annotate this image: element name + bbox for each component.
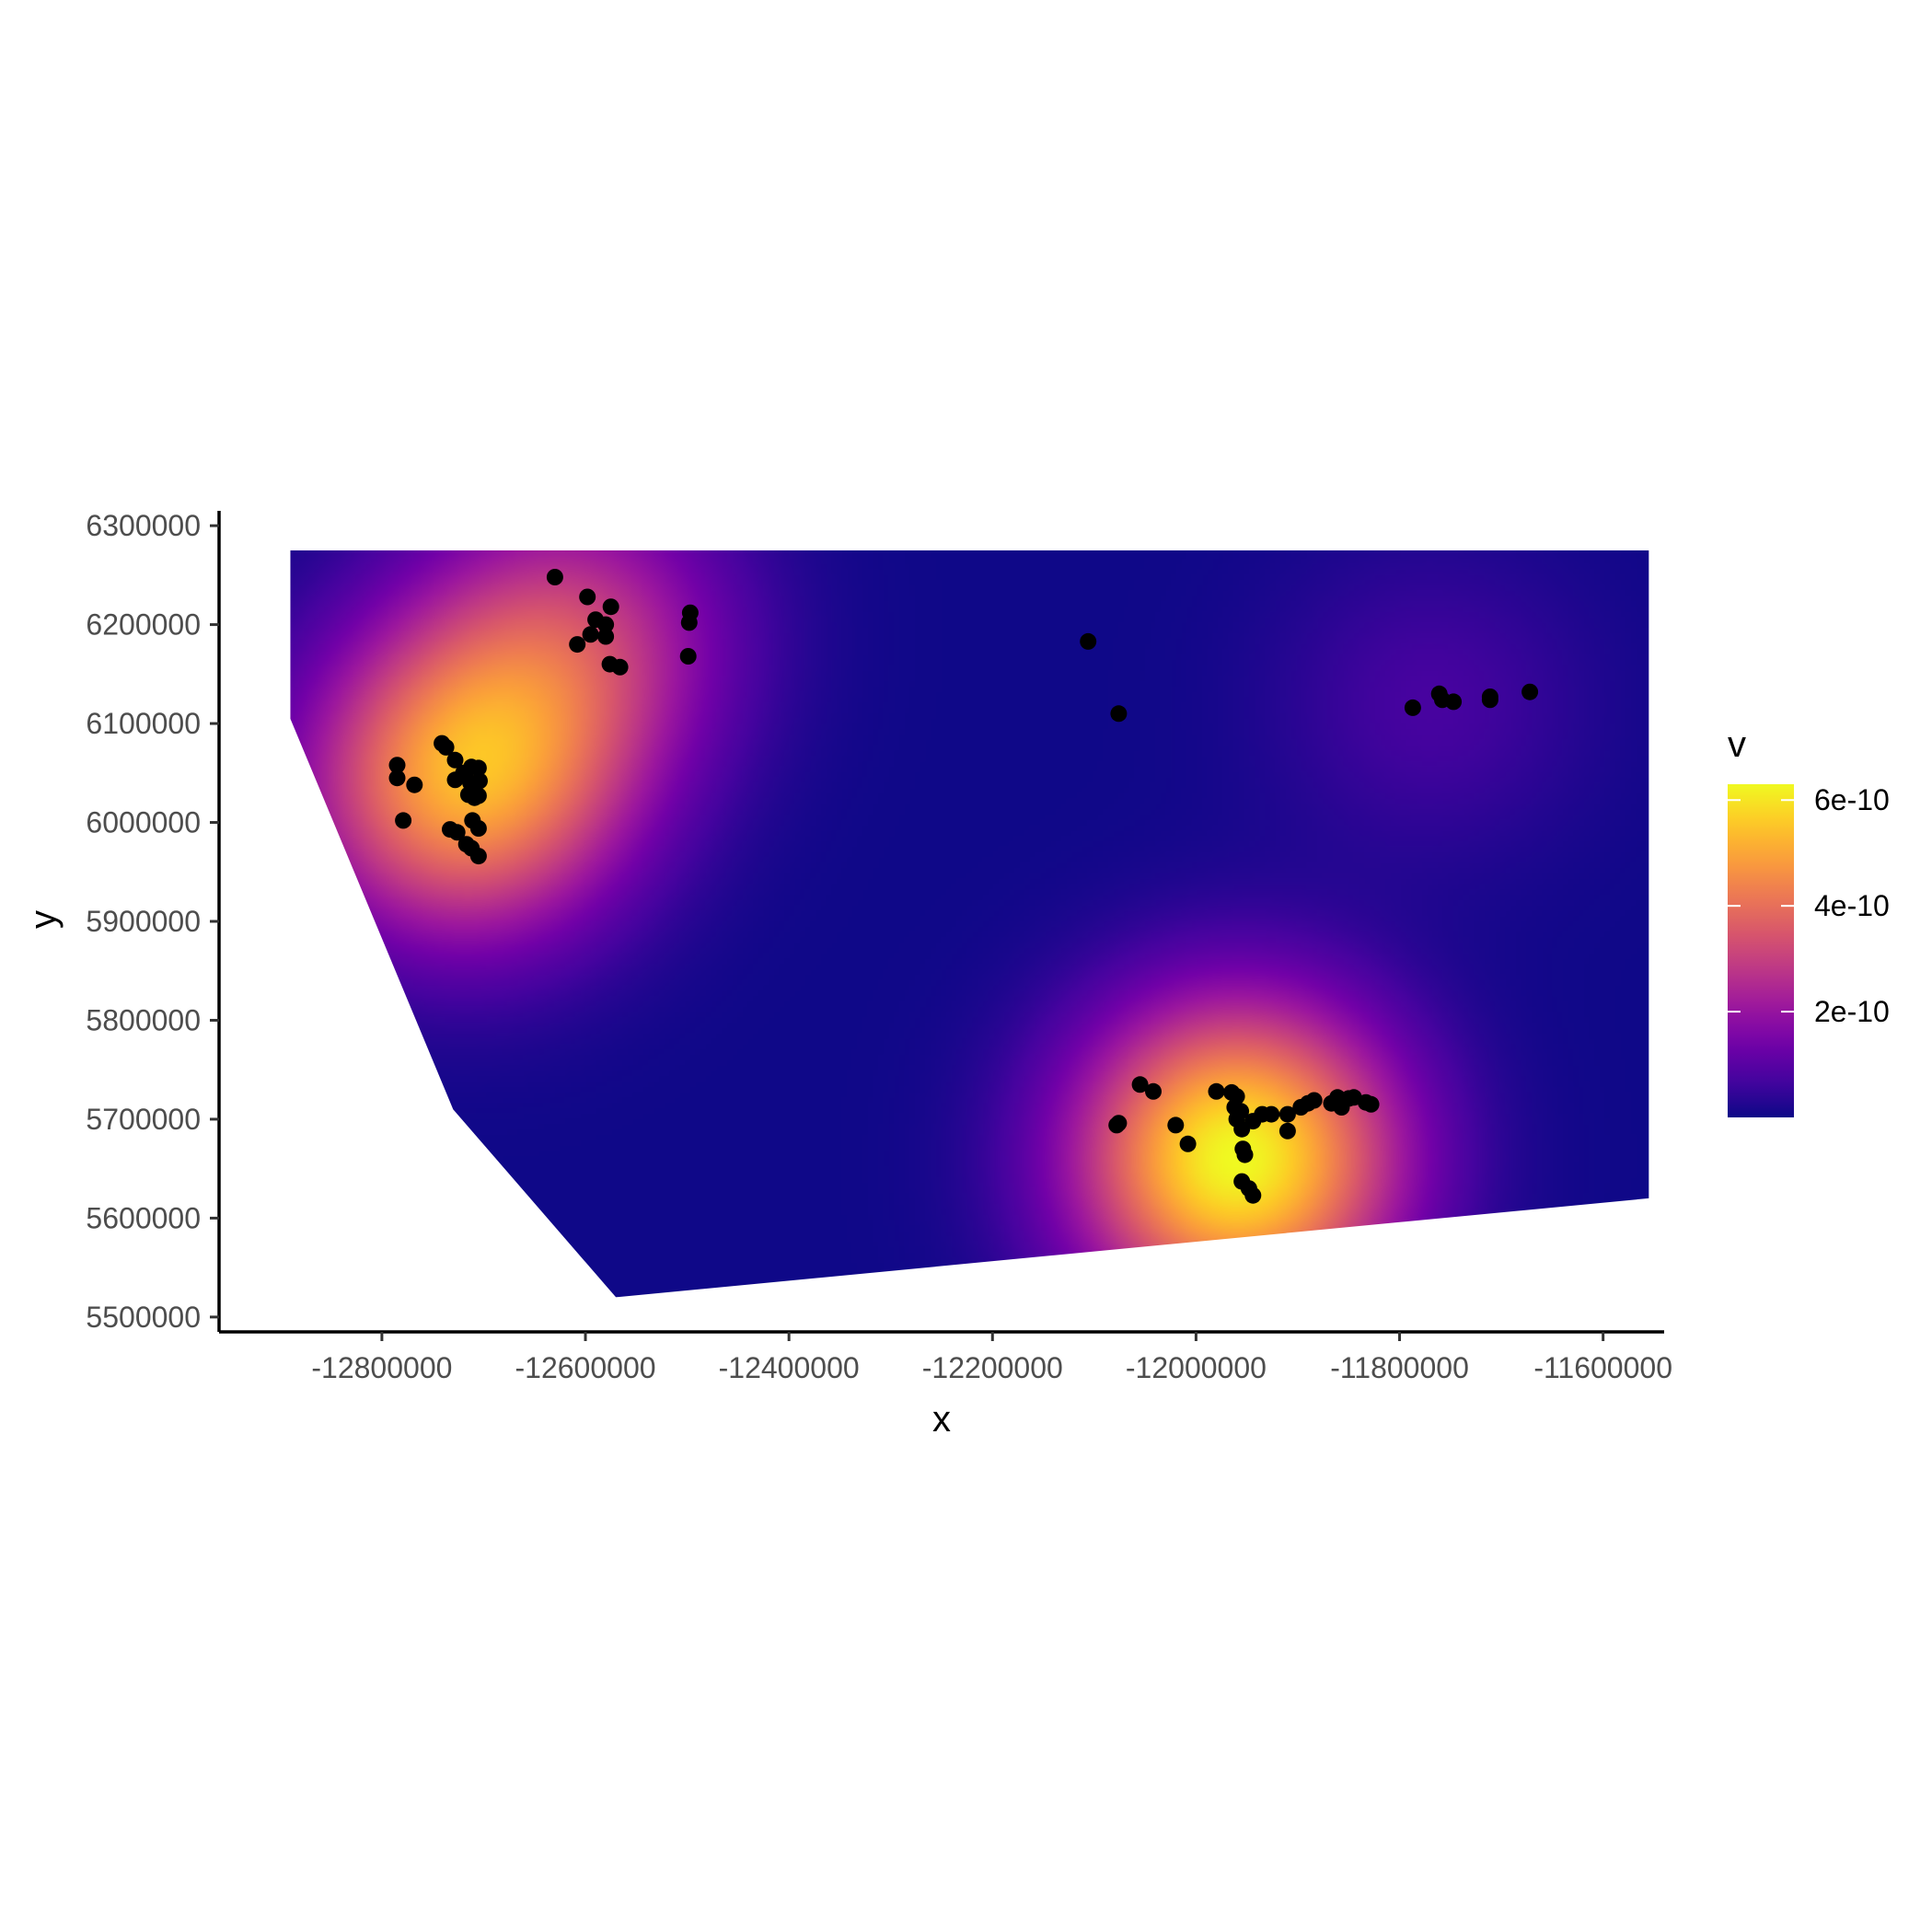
observation-point bbox=[446, 751, 464, 769]
legend-colorbar bbox=[1728, 784, 1794, 1117]
observation-point bbox=[448, 824, 466, 841]
observation-point bbox=[446, 771, 464, 789]
observation-point bbox=[1445, 693, 1463, 711]
observation-point bbox=[569, 636, 586, 654]
observation-point bbox=[395, 812, 412, 829]
observation-point bbox=[1305, 1092, 1323, 1109]
observation-point bbox=[1131, 1076, 1149, 1093]
axes: -12800000 -12600000 -12400000 -12200000 -120… bbox=[23, 509, 1672, 1440]
x-tick-label: -12600000 bbox=[515, 1351, 656, 1384]
observation-point bbox=[1208, 1082, 1225, 1100]
x-tick-label: -11800000 bbox=[1330, 1351, 1469, 1384]
observation-point bbox=[1481, 691, 1498, 709]
x-axis-title: x bbox=[932, 1399, 951, 1440]
observation-point bbox=[602, 598, 619, 616]
legend-title: v bbox=[1728, 724, 1746, 765]
x-axis-ticks: -12800000 -12600000 -12400000 -12200000 -120… bbox=[311, 1332, 1672, 1384]
observation-point bbox=[1521, 683, 1539, 700]
y-tick-label: 6200000 bbox=[86, 608, 201, 642]
observation-point bbox=[546, 569, 563, 585]
color-legend: v 2e-10 4e-10 6e-10 bbox=[1728, 724, 1890, 1117]
observation-point bbox=[406, 776, 423, 793]
observation-point bbox=[1278, 1122, 1296, 1140]
x-tick-label: -11600000 bbox=[1533, 1351, 1672, 1384]
observation-point bbox=[1263, 1105, 1280, 1123]
observation-point bbox=[469, 848, 487, 865]
observation-point bbox=[579, 588, 596, 606]
observation-point bbox=[679, 648, 697, 665]
observation-point bbox=[1362, 1095, 1380, 1113]
observation-point bbox=[1110, 1115, 1128, 1132]
legend-label: 6e-10 bbox=[1814, 783, 1890, 816]
y-axis-ticks: 5500000 5600000 5700000 5800000 5900000 60000… bbox=[86, 509, 219, 1334]
observation-point bbox=[1404, 699, 1421, 716]
observation-point bbox=[469, 759, 487, 777]
x-tick-label: -12400000 bbox=[719, 1351, 860, 1384]
observation-point bbox=[680, 614, 698, 631]
legend-ticks: 2e-10 4e-10 6e-10 bbox=[1728, 783, 1890, 1028]
x-tick-label: -12200000 bbox=[922, 1351, 1063, 1384]
y-tick-label: 5900000 bbox=[86, 905, 201, 938]
observation-point bbox=[469, 820, 487, 837]
y-tick-label: 5700000 bbox=[86, 1103, 201, 1136]
observation-point bbox=[597, 616, 615, 633]
observation-points bbox=[388, 569, 1539, 1204]
x-tick-label: -12000000 bbox=[1126, 1351, 1267, 1384]
observation-point bbox=[437, 738, 455, 756]
y-tick-label: 6100000 bbox=[86, 707, 201, 740]
x-tick-label: -12800000 bbox=[311, 1351, 452, 1384]
y-tick-label: 6000000 bbox=[86, 806, 201, 839]
y-tick-label: 5500000 bbox=[86, 1301, 201, 1334]
density-surface bbox=[290, 550, 1649, 1298]
observation-point bbox=[469, 787, 487, 804]
observation-point bbox=[388, 769, 406, 787]
observation-point bbox=[597, 628, 615, 645]
observation-point bbox=[1236, 1146, 1254, 1163]
legend-label: 2e-10 bbox=[1814, 995, 1890, 1028]
density-raster bbox=[290, 550, 1649, 1298]
observation-point bbox=[471, 772, 488, 790]
observation-point bbox=[1167, 1116, 1185, 1134]
observation-point bbox=[1278, 1105, 1296, 1123]
legend-label: 4e-10 bbox=[1814, 889, 1890, 922]
observation-point bbox=[1145, 1082, 1162, 1100]
observation-point bbox=[1110, 705, 1128, 723]
observation-point bbox=[1080, 632, 1097, 650]
observation-point bbox=[582, 626, 599, 643]
observation-point bbox=[1179, 1135, 1197, 1152]
observation-point bbox=[388, 757, 406, 774]
y-axis-title: y bbox=[23, 910, 64, 929]
observation-point bbox=[1244, 1186, 1262, 1204]
y-tick-label: 6300000 bbox=[86, 509, 201, 542]
y-tick-label: 5800000 bbox=[86, 1003, 201, 1036]
observation-point bbox=[611, 658, 629, 676]
y-tick-label: 5600000 bbox=[86, 1201, 201, 1234]
